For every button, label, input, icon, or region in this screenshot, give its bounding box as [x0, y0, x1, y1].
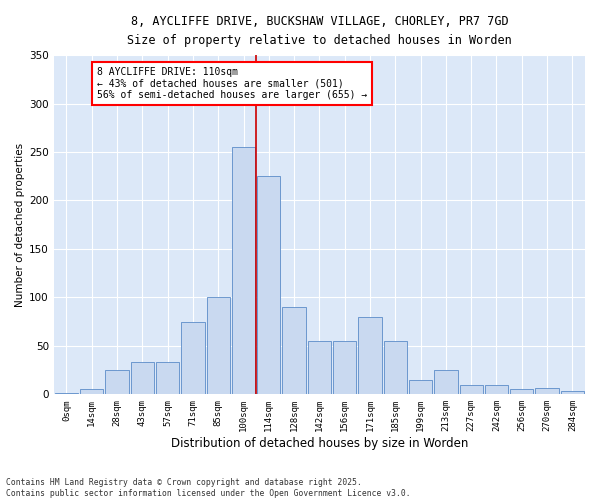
- Bar: [485, 384, 508, 394]
- Bar: [409, 380, 432, 394]
- Bar: [181, 322, 205, 394]
- Bar: [106, 370, 128, 394]
- Text: Contains HM Land Registry data © Crown copyright and database right 2025.
Contai: Contains HM Land Registry data © Crown c…: [6, 478, 410, 498]
- Y-axis label: Number of detached properties: Number of detached properties: [15, 142, 25, 307]
- Bar: [383, 341, 407, 394]
- Bar: [333, 341, 356, 394]
- Bar: [206, 298, 230, 394]
- Bar: [561, 392, 584, 394]
- Bar: [434, 370, 458, 394]
- Bar: [131, 362, 154, 394]
- Bar: [283, 307, 306, 394]
- X-axis label: Distribution of detached houses by size in Worden: Distribution of detached houses by size …: [171, 437, 468, 450]
- Bar: [80, 390, 103, 394]
- Title: 8, AYCLIFFE DRIVE, BUCKSHAW VILLAGE, CHORLEY, PR7 7GD
Size of property relative : 8, AYCLIFFE DRIVE, BUCKSHAW VILLAGE, CHO…: [127, 15, 512, 47]
- Bar: [510, 390, 533, 394]
- Bar: [358, 317, 382, 394]
- Bar: [156, 362, 179, 394]
- Bar: [308, 341, 331, 394]
- Bar: [257, 176, 280, 394]
- Text: 8 AYCLIFFE DRIVE: 110sqm
← 43% of detached houses are smaller (501)
56% of semi-: 8 AYCLIFFE DRIVE: 110sqm ← 43% of detach…: [97, 66, 367, 100]
- Bar: [460, 384, 483, 394]
- Bar: [232, 147, 255, 394]
- Bar: [535, 388, 559, 394]
